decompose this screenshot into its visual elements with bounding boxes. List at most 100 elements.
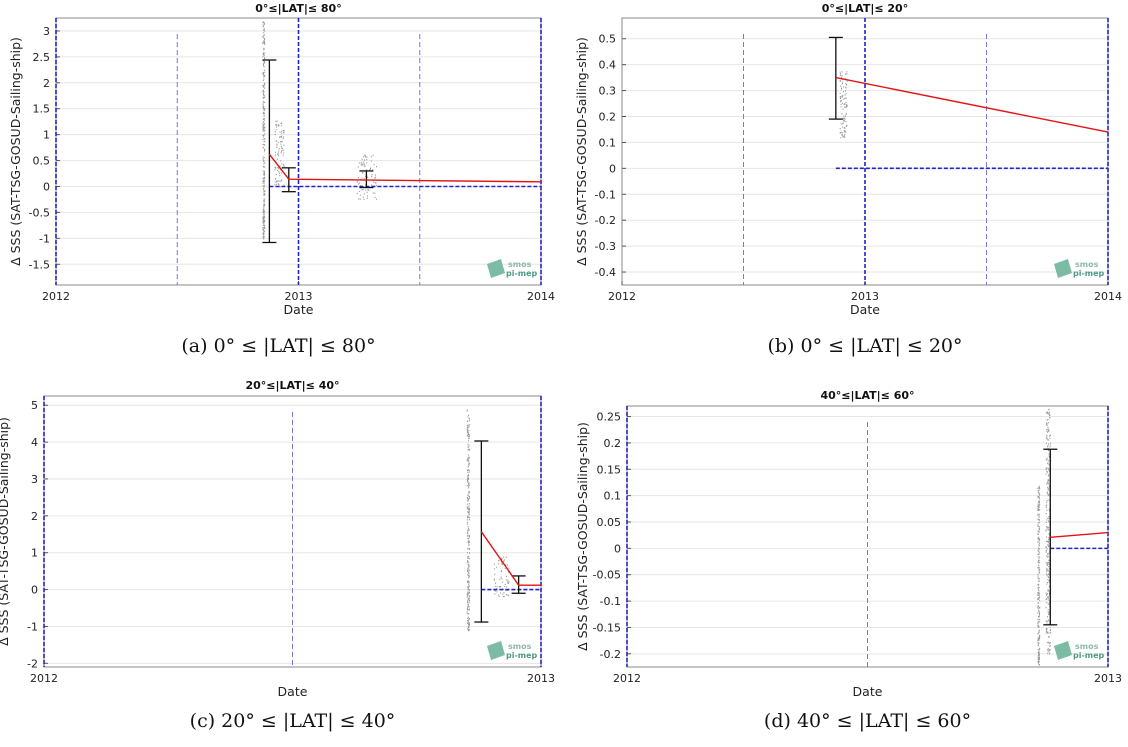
data-point xyxy=(1046,536,1048,538)
data-point xyxy=(263,72,265,74)
data-point xyxy=(1048,568,1050,570)
data-point xyxy=(264,140,266,142)
data-point xyxy=(1049,552,1051,554)
data-point xyxy=(1037,622,1039,624)
data-point xyxy=(1048,537,1050,539)
data-point xyxy=(262,222,264,224)
data-point xyxy=(1048,443,1050,445)
data-point xyxy=(263,48,265,50)
data-point xyxy=(468,465,470,467)
data-point xyxy=(1046,571,1048,573)
data-point xyxy=(262,52,264,54)
data-point xyxy=(1037,602,1039,604)
data-point xyxy=(1046,641,1048,644)
data-point xyxy=(1047,427,1049,429)
data-point xyxy=(1048,573,1050,575)
data-point xyxy=(1048,534,1050,536)
data-point xyxy=(1047,603,1049,605)
data-point xyxy=(1048,453,1050,455)
data-point xyxy=(369,168,371,171)
y-tick-label: -0.3 xyxy=(595,240,616,253)
data-point xyxy=(279,186,281,188)
data-point xyxy=(263,233,265,235)
data-point xyxy=(845,92,847,95)
series-line xyxy=(1050,531,1109,538)
data-point xyxy=(276,183,278,185)
data-point xyxy=(263,130,265,132)
data-point xyxy=(1038,652,1040,654)
data-point xyxy=(466,430,468,432)
data-point xyxy=(1037,561,1039,564)
data-point xyxy=(1048,642,1050,644)
data-point xyxy=(362,163,364,165)
data-point xyxy=(363,193,365,195)
data-point xyxy=(496,566,498,568)
data-point xyxy=(499,586,501,588)
data-point xyxy=(1037,637,1039,639)
data-point xyxy=(1049,629,1051,631)
data-point xyxy=(280,141,282,143)
data-point xyxy=(262,224,264,227)
data-point xyxy=(278,172,280,174)
data-point xyxy=(1049,631,1051,633)
data-point xyxy=(501,578,503,580)
data-point xyxy=(467,480,469,482)
data-point xyxy=(1048,643,1050,645)
data-point xyxy=(264,43,266,45)
data-point xyxy=(1037,639,1039,641)
data-point xyxy=(468,581,470,583)
data-point xyxy=(1046,500,1048,502)
data-point xyxy=(264,129,266,131)
data-point xyxy=(468,471,470,473)
y-tick-label: -1.5 xyxy=(29,258,50,271)
data-point xyxy=(467,557,469,559)
data-point xyxy=(494,593,496,595)
data-point xyxy=(262,56,264,58)
data-point xyxy=(1039,648,1041,650)
data-point xyxy=(263,29,265,32)
data-point xyxy=(283,184,285,186)
data-point xyxy=(264,148,266,150)
data-point xyxy=(1037,533,1039,536)
data-point xyxy=(374,177,376,180)
data-point xyxy=(1048,470,1050,472)
data-point xyxy=(278,183,280,186)
data-point xyxy=(275,124,277,126)
data-point xyxy=(262,54,264,56)
data-point xyxy=(467,601,469,603)
data-point xyxy=(1049,649,1051,651)
data-point xyxy=(1037,533,1039,535)
data-point xyxy=(263,173,265,175)
pi-mep-logo-icon xyxy=(1054,259,1072,278)
data-point xyxy=(1038,527,1040,529)
data-point xyxy=(276,120,278,122)
data-point xyxy=(1048,552,1050,554)
data-point xyxy=(262,85,264,88)
y-tick-label: 0.2 xyxy=(599,111,617,124)
data-point xyxy=(1038,501,1040,503)
data-point xyxy=(279,136,281,138)
data-point xyxy=(359,198,361,200)
data-point xyxy=(1048,586,1050,588)
data-point xyxy=(466,607,468,610)
data-point xyxy=(263,115,265,117)
data-point xyxy=(467,574,469,576)
data-point xyxy=(263,219,265,222)
data-point xyxy=(1045,424,1047,426)
data-point xyxy=(374,196,376,198)
data-point xyxy=(469,536,471,538)
data-point xyxy=(1038,636,1040,638)
data-point xyxy=(374,182,376,184)
data-point xyxy=(263,123,265,125)
data-point xyxy=(368,189,370,192)
data-point xyxy=(468,584,470,586)
data-point xyxy=(1038,558,1040,560)
data-point xyxy=(1047,526,1049,528)
data-point xyxy=(1038,536,1040,538)
data-point xyxy=(263,234,265,236)
data-point xyxy=(1048,489,1050,491)
data-point xyxy=(263,188,265,190)
data-point xyxy=(469,463,471,465)
data-point xyxy=(365,175,367,177)
